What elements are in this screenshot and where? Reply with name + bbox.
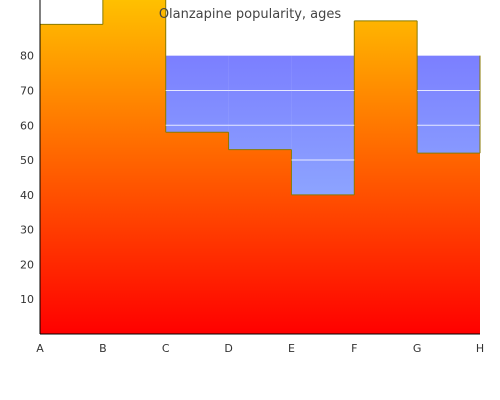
y-tick-label-40: 40 <box>20 189 34 202</box>
series1-area <box>40 0 480 334</box>
y-tick-label-20: 20 <box>20 258 34 271</box>
x-tick-label-G: G <box>413 342 422 355</box>
y-tick-label-30: 30 <box>20 224 34 237</box>
x-tick-label-D: D <box>224 342 232 355</box>
x-tick-label-H: H <box>476 342 484 355</box>
y-tick-label-80: 80 <box>20 50 34 63</box>
y-tick-label-50: 50 <box>20 154 34 167</box>
x-tick-label-B: B <box>99 342 107 355</box>
y-tick-label-60: 60 <box>20 119 34 132</box>
x-tick-label-E: E <box>288 342 295 355</box>
y-tick-label-70: 70 <box>20 84 34 97</box>
x-tick-label-A: A <box>36 342 44 355</box>
y-tick-label-10: 10 <box>20 293 34 306</box>
x-tick-label-F: F <box>351 342 357 355</box>
chart-title: Olanzapine popularity, ages <box>159 7 342 22</box>
x-tick-label-C: C <box>162 342 170 355</box>
